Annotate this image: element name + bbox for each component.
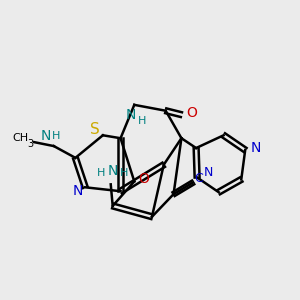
Text: O: O <box>186 106 197 120</box>
Text: S: S <box>90 122 100 137</box>
Text: H: H <box>120 168 129 178</box>
Text: N: N <box>204 166 214 179</box>
Text: O: O <box>139 172 149 186</box>
Text: H: H <box>52 131 60 141</box>
Text: N: N <box>251 141 261 155</box>
Text: N: N <box>41 129 51 143</box>
Text: 3: 3 <box>27 139 33 149</box>
Text: CH: CH <box>12 133 28 143</box>
Text: N: N <box>72 184 82 198</box>
Text: H: H <box>97 168 105 178</box>
Text: N: N <box>125 108 136 122</box>
Text: C: C <box>195 172 203 185</box>
Text: H: H <box>138 116 146 126</box>
Text: N: N <box>107 164 118 178</box>
